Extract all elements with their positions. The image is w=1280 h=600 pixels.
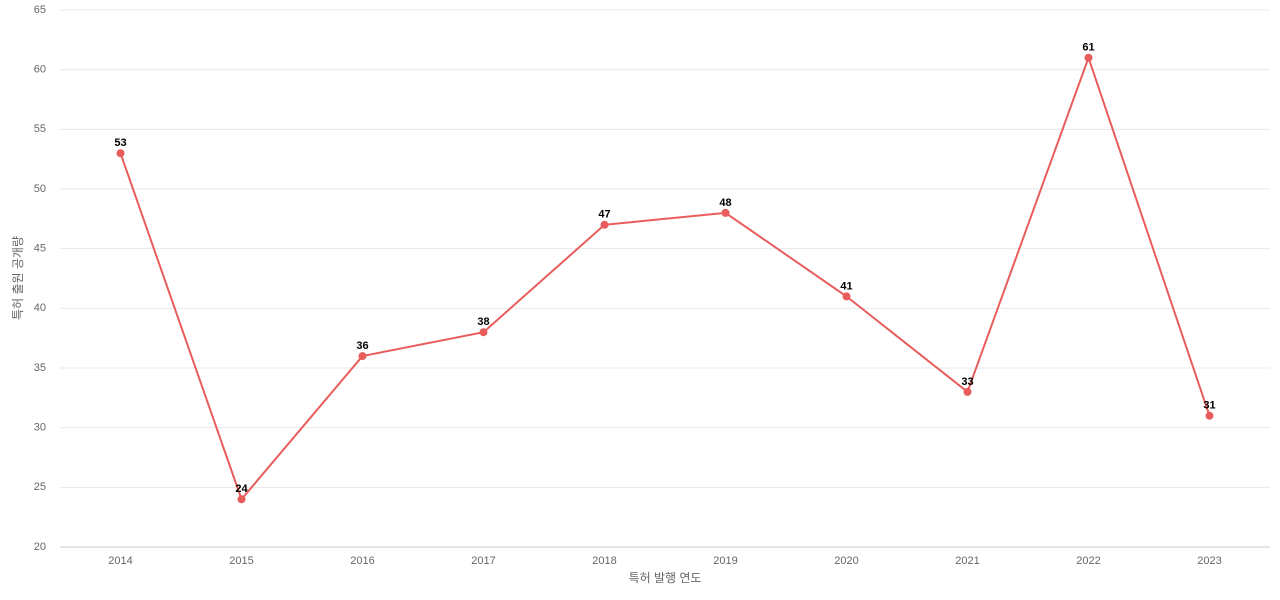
line <box>119 54 1211 502</box>
y-tick-label: 45 <box>34 243 46 255</box>
x-tick-label: 2022 <box>1076 555 1100 567</box>
value-label: 61 <box>1082 42 1094 54</box>
y-tick-label: 50 <box>34 183 46 195</box>
y-tick-label: 55 <box>34 123 46 135</box>
x-tick-label: 2020 <box>834 555 858 567</box>
value-label: 36 <box>356 340 368 352</box>
point <box>358 352 367 361</box>
value-label: 24 <box>235 483 248 495</box>
value-label: 31 <box>1203 400 1215 412</box>
y-axis-title: 특허 출원 공개량 <box>11 236 25 320</box>
value-label: 41 <box>840 280 852 292</box>
value-label: 33 <box>961 376 973 388</box>
y-tick-label: 20 <box>34 541 46 553</box>
point <box>721 208 730 217</box>
x-tick-label: 2023 <box>1197 555 1221 567</box>
x-tick-label: 2018 <box>592 555 616 567</box>
x-tick-label: 2014 <box>108 555 132 567</box>
value-label: 48 <box>719 197 731 209</box>
y-tick-label: 35 <box>34 362 46 374</box>
point <box>1084 53 1093 62</box>
y-tick-label: 30 <box>34 422 46 434</box>
x-tick-label: 2017 <box>471 555 495 567</box>
x-tick-label: 2019 <box>713 555 737 567</box>
point <box>116 149 125 158</box>
x-tick-label: 2015 <box>229 555 253 567</box>
point <box>479 328 488 337</box>
y-tick-label: 25 <box>34 481 46 493</box>
point <box>842 292 851 301</box>
point <box>963 387 972 396</box>
value-label: 53 <box>114 137 126 149</box>
point <box>1205 411 1214 420</box>
x-tick-label: 2016 <box>350 555 374 567</box>
y-tick-label: 60 <box>34 64 46 76</box>
x-tick-label: 2021 <box>955 555 979 567</box>
point <box>237 495 246 504</box>
value-label: 38 <box>477 316 489 328</box>
value-label: 47 <box>598 209 610 221</box>
y-tick-label: 40 <box>34 302 46 314</box>
point <box>600 220 609 229</box>
y-tick-label: 65 <box>34 4 46 16</box>
x-axis-title: 특허 발행 연도 <box>629 570 702 585</box>
